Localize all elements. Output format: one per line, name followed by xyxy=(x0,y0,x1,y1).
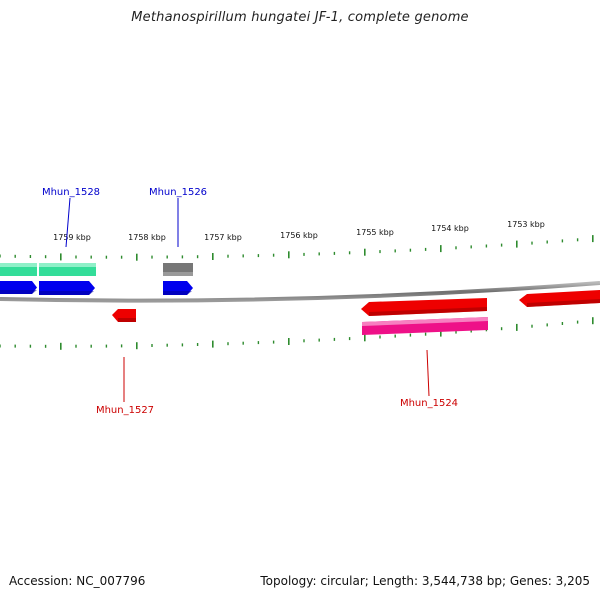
gene-label-mhun-1526[interactable]: Mhun_1526 xyxy=(149,187,207,198)
kbp-label-1755: 1755 kbp xyxy=(356,228,394,237)
kbp-label-1754: 1754 kbp xyxy=(431,224,469,233)
inner-tick-track xyxy=(0,317,594,350)
forward-gene-track xyxy=(0,263,193,276)
genome-stats-text: Topology: circular; Length: 3,544,738 bp… xyxy=(260,574,590,588)
accession-text: Accession: NC_007796 xyxy=(9,574,146,588)
label-leaders xyxy=(65,197,430,402)
gene-label-mhun-1527[interactable]: Mhun_1527 xyxy=(96,405,154,416)
kbp-label-1759: 1759 kbp xyxy=(53,233,91,242)
outer-tick-track xyxy=(0,235,594,261)
kbp-label-1757: 1757 kbp xyxy=(204,233,242,242)
gene-labels: Mhun_1528 Mhun_1526 Mhun_1527 Mhun_1524 xyxy=(42,187,458,416)
kbp-labels: 1759 kbp 1758 kbp 1757 kbp 1756 kbp 1755… xyxy=(53,220,545,242)
kbp-label-1756: 1756 kbp xyxy=(280,231,318,240)
gene-label-mhun-1528[interactable]: Mhun_1528 xyxy=(42,187,100,198)
reverse-cds-track xyxy=(112,290,600,322)
map-title: Methanospirillum hungatei JF-1, complete… xyxy=(131,10,469,25)
reverse-gene-track xyxy=(362,317,488,335)
forward-cds-track xyxy=(0,281,193,295)
gene-label-mhun-1524[interactable]: Mhun_1524 xyxy=(400,398,458,409)
leader-mhun-1524 xyxy=(426,349,430,397)
leader-mhun-1528 xyxy=(65,197,71,248)
genome-backbone xyxy=(0,281,600,303)
kbp-label-1758: 1758 kbp xyxy=(128,233,166,242)
kbp-label-1753: 1753 kbp xyxy=(507,220,545,229)
